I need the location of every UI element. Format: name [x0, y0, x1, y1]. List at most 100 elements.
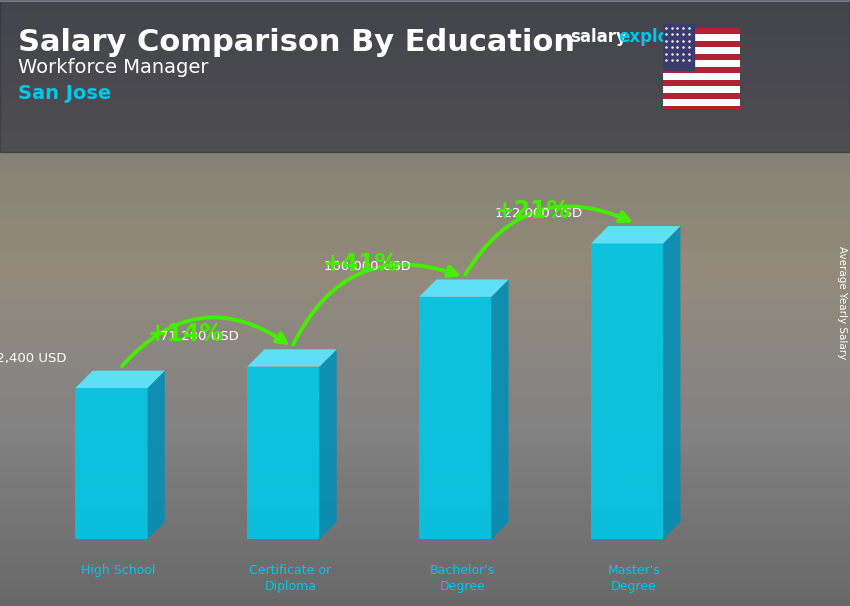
- Bar: [0, 244, 850, 247]
- Bar: [0, 113, 850, 116]
- Bar: [0, 75, 850, 77]
- Text: Certificate or
Diploma: Certificate or Diploma: [249, 564, 332, 593]
- Bar: [663, 106, 740, 112]
- Bar: [0, 68, 850, 71]
- Bar: [0, 41, 850, 44]
- Bar: [0, 222, 850, 226]
- Bar: [0, 11, 850, 13]
- Text: San Jose: San Jose: [18, 84, 111, 103]
- Bar: [0, 277, 850, 280]
- Bar: [0, 168, 850, 171]
- Bar: [663, 73, 740, 80]
- Bar: [0, 547, 850, 550]
- Bar: [0, 423, 850, 425]
- Bar: [663, 47, 740, 53]
- Bar: [0, 435, 850, 438]
- Bar: [0, 599, 850, 601]
- Bar: [0, 62, 850, 65]
- Bar: [0, 26, 850, 29]
- Bar: [0, 8, 850, 11]
- Bar: [0, 553, 850, 556]
- Bar: [0, 302, 850, 304]
- Bar: [0, 508, 850, 510]
- Text: 71,200 USD: 71,200 USD: [160, 330, 239, 343]
- Bar: [0, 92, 850, 95]
- Bar: [0, 35, 850, 38]
- Text: salary: salary: [570, 28, 626, 46]
- Polygon shape: [419, 297, 491, 539]
- Bar: [0, 286, 850, 290]
- Bar: [0, 581, 850, 583]
- Bar: [0, 331, 850, 335]
- Bar: [0, 283, 850, 286]
- Bar: [0, 450, 850, 453]
- Bar: [0, 253, 850, 256]
- Bar: [663, 99, 740, 106]
- Bar: [0, 525, 850, 528]
- Bar: [0, 98, 850, 101]
- Bar: [0, 399, 850, 401]
- Bar: [0, 216, 850, 220]
- Bar: [0, 429, 850, 431]
- Bar: [0, 181, 850, 183]
- Bar: [0, 359, 850, 362]
- Bar: [0, 44, 850, 47]
- Bar: [0, 417, 850, 419]
- Bar: [0, 514, 850, 516]
- Polygon shape: [491, 279, 508, 539]
- Bar: [0, 310, 850, 314]
- Bar: [0, 28, 850, 32]
- Bar: [0, 322, 850, 325]
- Bar: [0, 387, 850, 390]
- Bar: [0, 104, 850, 108]
- Bar: [0, 0, 850, 152]
- Bar: [0, 393, 850, 396]
- Text: Salary Comparison By Education: Salary Comparison By Education: [18, 28, 575, 57]
- Bar: [0, 210, 850, 214]
- Bar: [0, 268, 850, 271]
- Bar: [0, 102, 850, 105]
- Bar: [0, 189, 850, 192]
- Bar: [0, 144, 850, 147]
- Bar: [0, 184, 850, 187]
- Bar: [0, 213, 850, 216]
- Bar: [0, 550, 850, 553]
- Bar: [0, 292, 850, 296]
- Bar: [0, 341, 850, 344]
- Bar: [0, 368, 850, 371]
- Bar: [0, 605, 850, 606]
- Bar: [0, 541, 850, 544]
- Bar: [0, 187, 850, 189]
- Text: 100,000 USD: 100,000 USD: [324, 261, 411, 273]
- Bar: [0, 595, 850, 599]
- Bar: [0, 577, 850, 581]
- Bar: [0, 280, 850, 284]
- Bar: [0, 265, 850, 268]
- Bar: [0, 559, 850, 562]
- Bar: [0, 453, 850, 456]
- Bar: [0, 589, 850, 593]
- Bar: [663, 60, 740, 67]
- Bar: [0, 571, 850, 574]
- Bar: [0, 444, 850, 447]
- Bar: [0, 490, 850, 492]
- Bar: [0, 496, 850, 498]
- Polygon shape: [76, 388, 148, 539]
- Bar: [0, 405, 850, 407]
- Bar: [0, 304, 850, 308]
- Bar: [0, 568, 850, 571]
- Polygon shape: [247, 367, 320, 539]
- FancyArrowPatch shape: [122, 318, 286, 366]
- Bar: [0, 59, 850, 62]
- Bar: [0, 53, 850, 56]
- Bar: [0, 165, 850, 168]
- Bar: [0, 150, 850, 153]
- Text: 122,000 USD: 122,000 USD: [496, 207, 582, 220]
- Bar: [663, 93, 740, 99]
- Bar: [663, 80, 740, 86]
- Bar: [0, 492, 850, 496]
- Bar: [0, 87, 850, 89]
- Bar: [0, 259, 850, 262]
- Bar: [0, 562, 850, 565]
- Bar: [0, 116, 850, 120]
